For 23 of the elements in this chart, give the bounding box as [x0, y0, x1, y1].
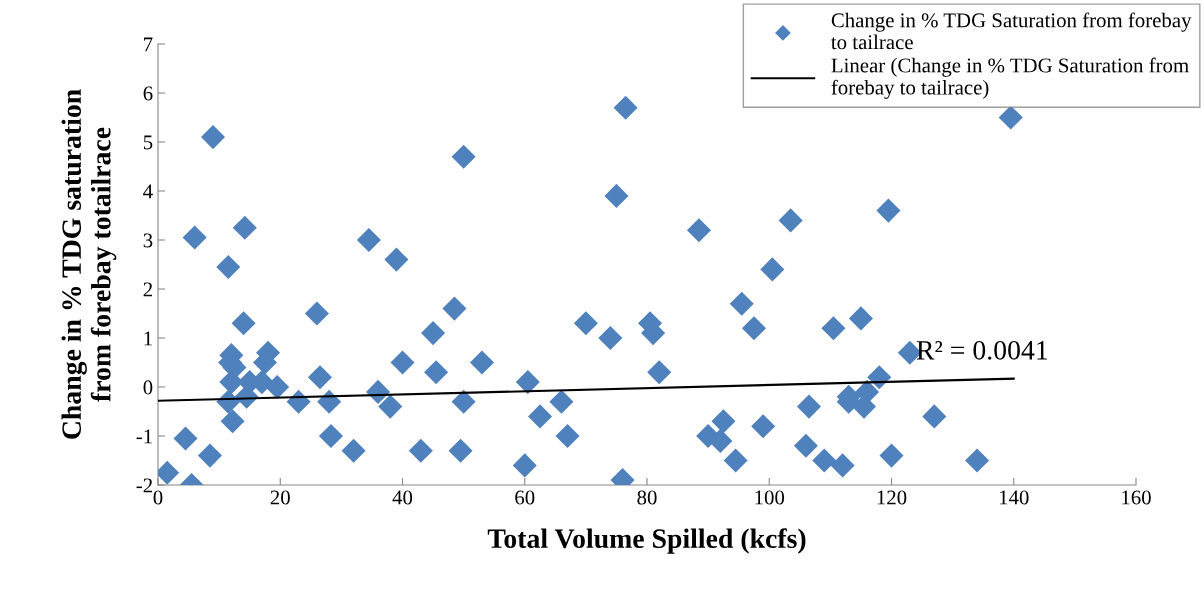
x-tick-label: 60	[515, 490, 535, 505]
y-tick-label: 0	[143, 380, 153, 395]
x-tick-label: 120	[877, 490, 907, 505]
x-tick-label: 80	[637, 490, 657, 505]
y-tick-label: 7	[144, 37, 153, 52]
x-tick-label: 40	[392, 490, 413, 505]
y-tick-label: 6	[143, 86, 153, 101]
x-axis-title: Total Volume Spilled (kcfs)	[487, 528, 806, 554]
y-tick-label: 2	[143, 282, 152, 297]
y-tick-label: 4	[143, 184, 153, 199]
x-tick-label: 140	[999, 490, 1029, 505]
y-tick-label: -2	[136, 478, 152, 493]
x-tick-label: 100	[755, 490, 785, 505]
y-tick-label: 1	[144, 331, 152, 346]
y-tick-label: 3	[143, 233, 153, 248]
x-tick-label: 20	[270, 490, 290, 505]
y-axis-title: Change in % TDG saturation from forebay totailrace	[61, 89, 117, 439]
legend-label: Linear (Change in % TDG Saturation from forebay to tailrace)	[831, 57, 1189, 99]
annotation: R² = 0.0041	[916, 340, 1048, 360]
y-tick-label: 5	[143, 135, 153, 150]
legend-label: Change in % TDG Saturation from forebay to tailrace	[831, 12, 1192, 50]
y-tick-label: -1	[136, 429, 152, 444]
x-tick-label: 160	[1122, 490, 1151, 505]
